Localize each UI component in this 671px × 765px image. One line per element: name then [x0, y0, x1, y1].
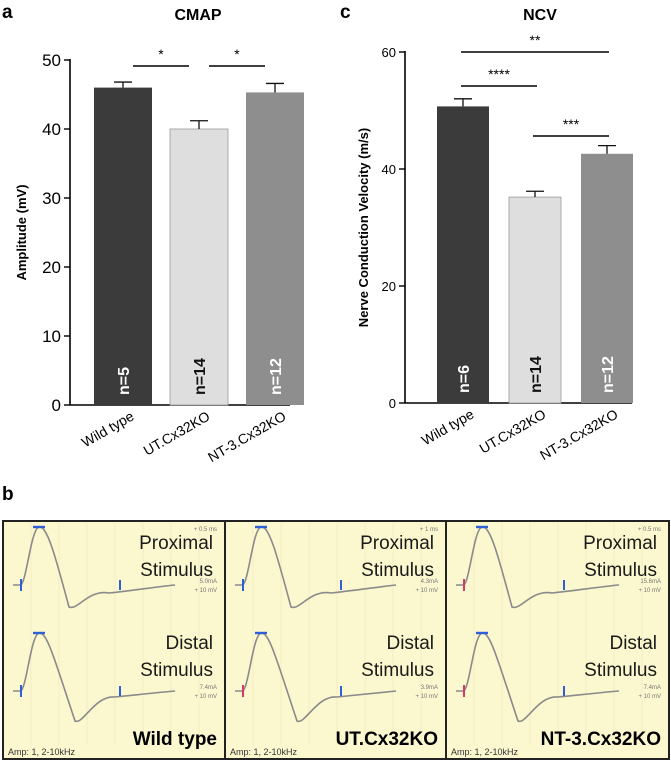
cmap-n-label: n=14: [192, 358, 209, 395]
ncv-bar: [581, 153, 633, 403]
ncv-y-tick-label: 40: [382, 162, 396, 177]
group-label: Wild type: [133, 729, 217, 750]
proximal-label-line1: Proximal: [139, 533, 213, 554]
cmap-title: CMAP: [174, 7, 221, 24]
ncv-chart: NCV 0 20 40 60 Nerve Conduction Velocity (m/s…: [356, 7, 633, 463]
amplifier-settings-label: Amp: 1, 2-10kHz: [451, 747, 519, 757]
ncv-bar: [508, 196, 562, 404]
ncv-significance-label: ***: [563, 116, 580, 132]
proximal-label-line1: Proximal: [583, 533, 657, 554]
proximal-label-line1: Proximal: [360, 533, 434, 554]
trace-panel-frame: [2, 520, 226, 760]
distal-label-line1: Distal: [165, 633, 213, 654]
ncv-category-label: NT-3.Cx32KO: [537, 406, 621, 463]
amplifier-settings-label: Amp: 1, 2-10kHz: [8, 747, 76, 757]
cmap-bar: [246, 92, 304, 406]
ncv-significance-label: **: [530, 32, 541, 48]
cmap-category-label: Wild type: [79, 408, 137, 451]
distal-gain-label: + 10 mV: [415, 694, 438, 700]
group-label: NT-3.Cx32KO: [541, 729, 661, 750]
trace-panel-frame: [224, 520, 447, 760]
ncv-n-label: n=12: [600, 356, 617, 393]
trace-panel: + 1 ms 4.3mA + 10 mV 3.9mA + 10 mV Proximal St…: [224, 520, 447, 760]
cmap-chart: CMAP 0 10 20 30 40 50 Amplitude (mV) n=5 Wild typ…: [14, 7, 304, 465]
cmap-trace: [456, 632, 620, 722]
proximal-gain-label: + 10 mV: [194, 588, 217, 594]
proximal-current-label: 15.6mA: [640, 579, 661, 585]
panel-a-letter: a: [2, 2, 13, 23]
cmap-y-tick-label: 0: [52, 396, 61, 415]
amplifier-settings-label: Amp: 1, 2-10kHz: [230, 747, 298, 757]
cmap-y-tick-label: 30: [42, 189, 61, 208]
proximal-label-line2: Stimulus: [140, 560, 213, 581]
ncv-n-label: n=14: [528, 356, 545, 393]
distal-label-line1: Distal: [609, 633, 657, 654]
cmap-significance-label: *: [234, 46, 240, 62]
proximal-gain-label: + 10 mV: [638, 588, 661, 594]
distal-gain-label: + 10 mV: [194, 694, 217, 700]
cmap-trace: [13, 526, 176, 609]
trace-panel-frame: [445, 520, 670, 760]
ncv-y-tick-label: 60: [382, 45, 396, 60]
cmap-significance-label: *: [158, 46, 164, 62]
ncv-n-label: n=6: [456, 365, 473, 393]
panel-b-letter: b: [2, 484, 14, 505]
trace-panel: + 0.5 ms 15.6mA + 10 mV 7.4mA + 10 mV Proxima…: [445, 520, 670, 760]
distal-label-line2: Stimulus: [361, 660, 434, 681]
time-scale-label: + 1 ms: [420, 527, 438, 533]
cmap-n-label: n=12: [268, 358, 285, 395]
cmap-y-tick-label: 50: [42, 51, 61, 70]
ncv-category-label: Wild type: [419, 406, 477, 449]
ncv-title: NCV: [523, 7, 557, 24]
group-label: UT.Cx32KO: [336, 729, 438, 750]
distal-current-label: 3.9mA: [421, 685, 438, 691]
cmap-category-label: UT.Cx32KO: [140, 408, 212, 459]
cmap-y-tick-label: 20: [42, 258, 61, 277]
panel-c-letter: c: [340, 2, 351, 23]
cmap-trace: [456, 526, 620, 609]
cmap-n-label: n=5: [116, 367, 133, 395]
trace-panel: + 0.5 ms 5.0mA + 10 mV 7.4mA + 10 mV Proximal…: [2, 520, 226, 760]
proximal-current-label: 4.3mA: [421, 579, 438, 585]
time-scale-label: + 0.5 ms: [638, 527, 661, 533]
distal-gain-label: + 10 mV: [638, 694, 661, 700]
ncv-bar: [437, 106, 489, 403]
proximal-gain-label: + 10 mV: [415, 588, 438, 594]
cmap-y-label: Amplitude (mV): [14, 184, 29, 280]
cmap-trace: [13, 632, 176, 722]
proximal-label-line2: Stimulus: [584, 560, 657, 581]
ncv-y-label: Nerve Conduction Velocity (m/s): [356, 128, 371, 327]
distal-label-line1: Distal: [386, 633, 434, 654]
cmap-category-label: NT-3.Cx32KO: [205, 408, 289, 465]
distal-label-line2: Stimulus: [140, 660, 213, 681]
ncv-y-tick-label: 20: [382, 279, 396, 294]
cmap-bar: [94, 87, 152, 405]
ncv-significance-label: ****: [488, 66, 510, 82]
time-scale-label: + 0.5 ms: [194, 527, 217, 533]
proximal-label-line2: Stimulus: [361, 560, 434, 581]
cmap-y-tick-label: 10: [42, 327, 61, 346]
proximal-current-label: 5.0mA: [200, 579, 217, 585]
distal-current-label: 7.4mA: [644, 685, 661, 691]
cmap-trace: [235, 632, 397, 722]
cmap-trace: [235, 526, 397, 609]
emg-trace-panels: + 0.5 ms 5.0mA + 10 mV 7.4mA + 10 mV Proximal…: [2, 520, 670, 760]
ncv-y-tick-label: 0: [389, 396, 396, 411]
cmap-y-tick-label: 40: [42, 120, 61, 139]
distal-current-label: 7.4mA: [200, 685, 217, 691]
distal-label-line2: Stimulus: [584, 660, 657, 681]
